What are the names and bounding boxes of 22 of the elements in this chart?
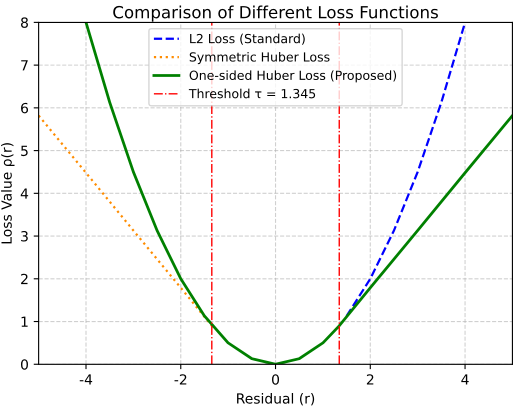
y-tick-label: 3 — [21, 231, 28, 242]
y-tick-label: 0 — [20, 359, 28, 370]
x-tick-label: 4 — [461, 374, 469, 385]
legend-label: Symmetric Huber Loss — [190, 52, 330, 64]
x-tick-label: -2 — [174, 374, 186, 385]
legend-label: One-sided Huber Loss (Proposed) — [190, 70, 396, 82]
y-tick-label: 7 — [21, 60, 28, 70]
y-tick-label: 8 — [21, 17, 28, 28]
y-tick-label: 1 — [22, 316, 28, 327]
legend-label: L2 Loss (Standard) — [190, 34, 305, 45]
y-tick-label: 5 — [21, 146, 28, 156]
x-tick-label: 2 — [366, 374, 374, 385]
x-tick-label: -4 — [80, 374, 92, 385]
line-series — [38, 114, 213, 327]
y-tick-label: 4 — [20, 188, 28, 199]
y-tick-label: 2 — [21, 274, 28, 284]
x-axis-title: Residual (r) — [237, 392, 314, 406]
chart-title: Comparison of Different Loss Functions — [113, 6, 438, 22]
y-tick-label: 6 — [21, 102, 28, 114]
x-tick-label: 0 — [272, 374, 280, 385]
ref-line-label: Threshold τ = 1.345 — [188, 88, 316, 98]
y-axis-title: Loss Value ρ(r) — [1, 143, 15, 244]
